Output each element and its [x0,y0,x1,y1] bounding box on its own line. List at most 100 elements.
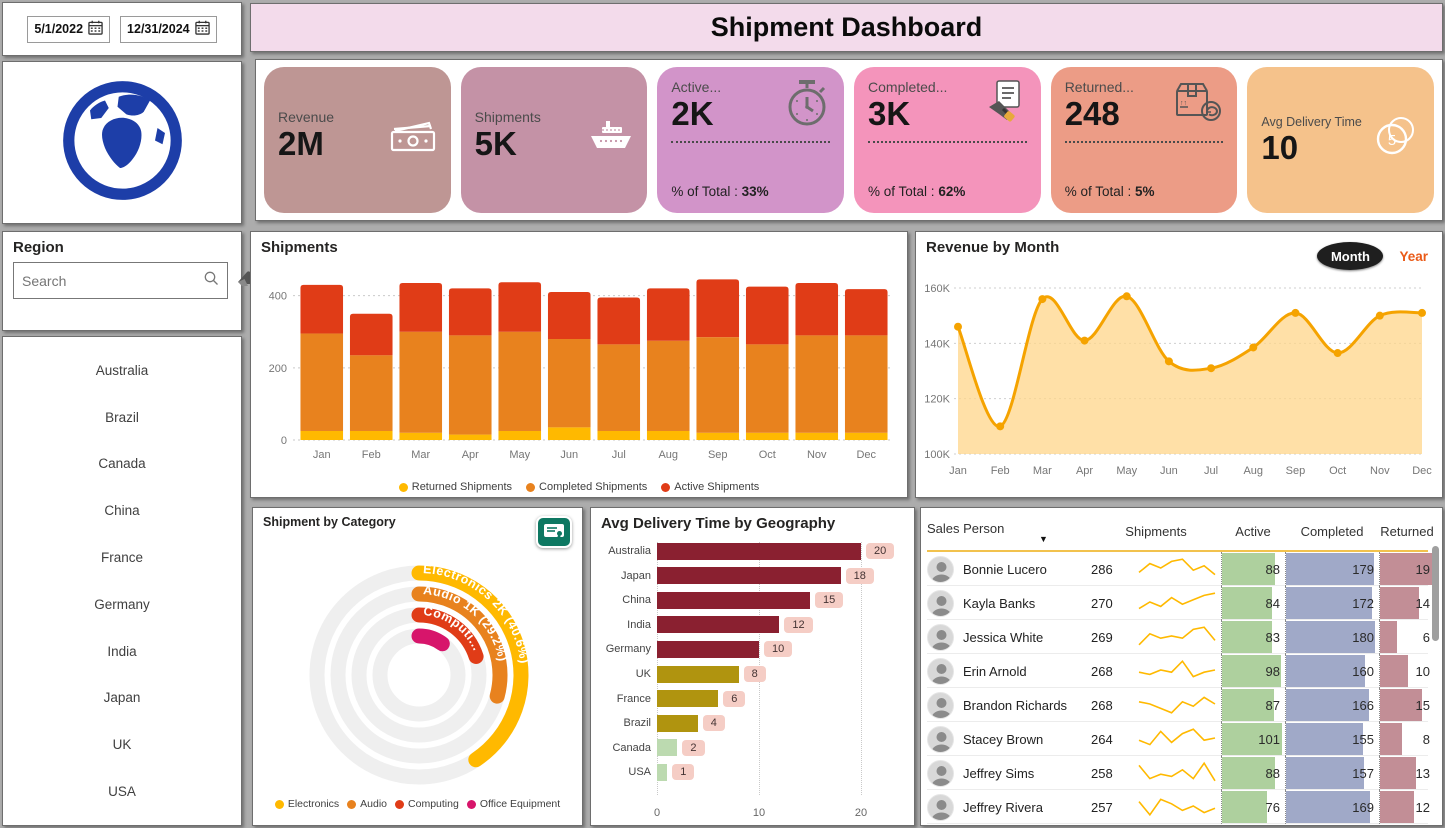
table-row-jeffrey-rivera[interactable]: Jeffrey Rivera 257 76 169 12 [927,790,1430,824]
bar-apr-0[interactable] [448,434,492,440]
bar-jan-0[interactable] [300,430,344,440]
bar-nov-0[interactable] [795,432,839,440]
revenue-point-mar[interactable] [1038,295,1047,304]
bar-may-1[interactable] [498,331,542,431]
geo-bar-japan[interactable] [657,567,841,585]
bar-oct-0[interactable] [745,432,789,440]
geo-bar-china[interactable] [657,591,810,609]
legend-item-active-shipments[interactable]: Active Shipments [661,481,759,493]
revenue-point-dec[interactable] [1418,308,1426,317]
country-item-japan[interactable]: Japan [103,690,141,706]
geo-bar-germany[interactable] [657,640,759,658]
bar-apr-2[interactable] [448,288,492,336]
table-row-brandon-richards[interactable]: Brandon Richards 268 87 166 15 [927,688,1430,722]
search-box[interactable] [13,262,228,299]
bar-mar-1[interactable] [399,331,443,433]
table-row-jeffrey-sims[interactable]: Jeffrey Sims 258 88 157 13 [927,756,1430,790]
country-item-germany[interactable]: Germany [94,596,150,612]
table-row-kayla-banks[interactable]: Kayla Banks 270 84 172 14 [927,586,1430,620]
radial-arc-audio[interactable] [411,586,508,704]
bar-dec-1[interactable] [844,335,888,433]
revenue-point-jul[interactable] [1207,364,1216,373]
legend-item-completed-shipments[interactable]: Completed Shipments [526,481,647,493]
bar-jun-0[interactable] [547,427,591,440]
revenue-point-sep[interactable] [1291,308,1300,317]
bar-aug-0[interactable] [646,430,690,440]
table-row-erin-arnold[interactable]: Erin Arnold 268 98 160 10 [927,654,1430,688]
bar-jul-0[interactable] [597,430,641,440]
bar-may-0[interactable] [498,430,542,440]
calendar-icon[interactable] [194,20,210,38]
bar-feb-1[interactable] [349,355,393,431]
search-input[interactable] [22,272,203,289]
bar-nov-1[interactable] [795,335,839,433]
legend-item-electronics[interactable]: Electronics [274,798,339,810]
revenue-point-may[interactable] [1122,292,1131,301]
revenue-point-oct[interactable] [1333,349,1342,358]
bar-aug-1[interactable] [646,340,690,431]
column-header-completed[interactable]: Completed [1300,523,1364,539]
bar-sep-1[interactable] [696,337,740,433]
geo-bar-brazil[interactable] [657,714,698,732]
start-date-input[interactable]: 5/1/2022 [27,15,111,43]
bar-jan-1[interactable] [300,333,344,431]
country-item-australia[interactable]: Australia [95,362,149,378]
radial-arc-office-equipment[interactable] [411,628,450,652]
table-row-jessica-white[interactable]: Jessica White 269 83 180 6 [927,620,1430,654]
table-row-bonnie-lucero[interactable]: Bonnie Lucero 286 88 179 19 [927,552,1433,586]
country-item-china[interactable]: China [104,503,140,519]
bar-oct-2[interactable] [745,286,789,345]
bar-oct-1[interactable] [745,344,789,433]
revenue-point-nov[interactable] [1375,311,1384,320]
bar-mar-2[interactable] [399,283,443,332]
bar-aug-2[interactable] [646,288,690,341]
country-item-brazil[interactable]: Brazil [105,409,139,425]
bar-jul-2[interactable] [597,297,641,345]
revenue-point-apr[interactable] [1080,336,1089,345]
bar-jun-1[interactable] [547,338,591,428]
column-header-returned[interactable]: Returned [1380,523,1434,539]
toggle-month-button[interactable]: Month [1317,242,1384,270]
country-item-canada[interactable]: Canada [98,456,146,472]
legend-item-office-equipment[interactable]: Office Equipment [466,798,560,810]
bar-feb-0[interactable] [349,430,393,440]
table-scrollbar[interactable] [1432,546,1439,641]
legend-item-computing[interactable]: Computing [395,798,459,810]
column-header-shipments[interactable]: Shipments [1125,523,1187,539]
certificate-icon[interactable] [536,516,572,548]
bar-sep-0[interactable] [696,432,740,440]
revenue-point-aug[interactable] [1249,343,1258,352]
bar-jul-1[interactable] [597,344,641,431]
radial-arc-computing[interactable] [411,607,484,664]
geo-bar-usa[interactable] [657,763,668,781]
search-icon[interactable] [203,270,219,291]
geo-bar-france[interactable] [657,690,719,708]
end-date-input[interactable]: 12/31/2024 [120,15,217,43]
revenue-point-feb[interactable] [996,422,1005,431]
geo-bar-canada[interactable] [657,739,678,757]
country-item-india[interactable]: India [107,643,137,659]
column-header-sales-person[interactable]: Sales Person ▼ [927,520,1048,544]
bar-jun-2[interactable] [547,292,591,339]
bar-nov-2[interactable] [795,283,839,336]
geo-bar-india[interactable] [657,616,780,634]
revenue-point-jan[interactable] [954,322,962,331]
legend-item-returned-shipments[interactable]: Returned Shipments [398,481,512,493]
bar-mar-0[interactable] [399,432,443,440]
bar-dec-2[interactable] [844,289,888,336]
legend-item-audio[interactable]: Audio [347,798,387,810]
bar-sep-2[interactable] [696,279,740,338]
toggle-year-button[interactable]: Year [1399,248,1428,264]
bar-feb-2[interactable] [349,313,393,356]
country-item-uk[interactable]: UK [112,737,132,753]
country-item-usa[interactable]: USA [108,784,136,800]
bar-dec-0[interactable] [844,432,888,440]
country-item-france[interactable]: France [100,550,144,566]
bar-jan-2[interactable] [300,284,344,334]
geo-bar-australia[interactable] [657,542,861,560]
geo-bar-uk[interactable] [657,665,739,683]
bar-apr-1[interactable] [448,335,492,435]
bar-may-2[interactable] [498,282,542,332]
radial-arc-electronics[interactable] [411,565,529,768]
revenue-point-jun[interactable] [1164,357,1173,366]
